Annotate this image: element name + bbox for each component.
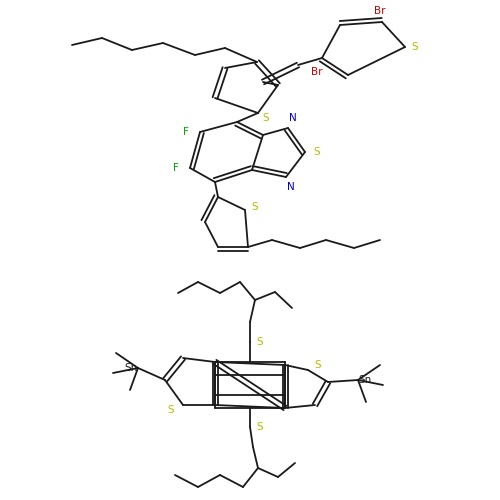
Text: Sn: Sn <box>124 363 138 373</box>
Text: Br: Br <box>311 67 323 77</box>
Text: S: S <box>262 113 270 123</box>
Text: S: S <box>256 422 264 432</box>
Text: F: F <box>173 163 179 173</box>
Text: S: S <box>252 202 258 212</box>
Text: N: N <box>287 182 295 192</box>
Text: Sn: Sn <box>358 375 372 385</box>
Text: S: S <box>412 42 418 52</box>
Text: S: S <box>168 405 174 415</box>
Text: S: S <box>314 147 320 157</box>
Text: N: N <box>289 113 297 123</box>
Text: F: F <box>183 127 189 137</box>
Text: S: S <box>314 360 322 370</box>
Text: Br: Br <box>374 6 386 16</box>
Text: S: S <box>256 337 264 347</box>
